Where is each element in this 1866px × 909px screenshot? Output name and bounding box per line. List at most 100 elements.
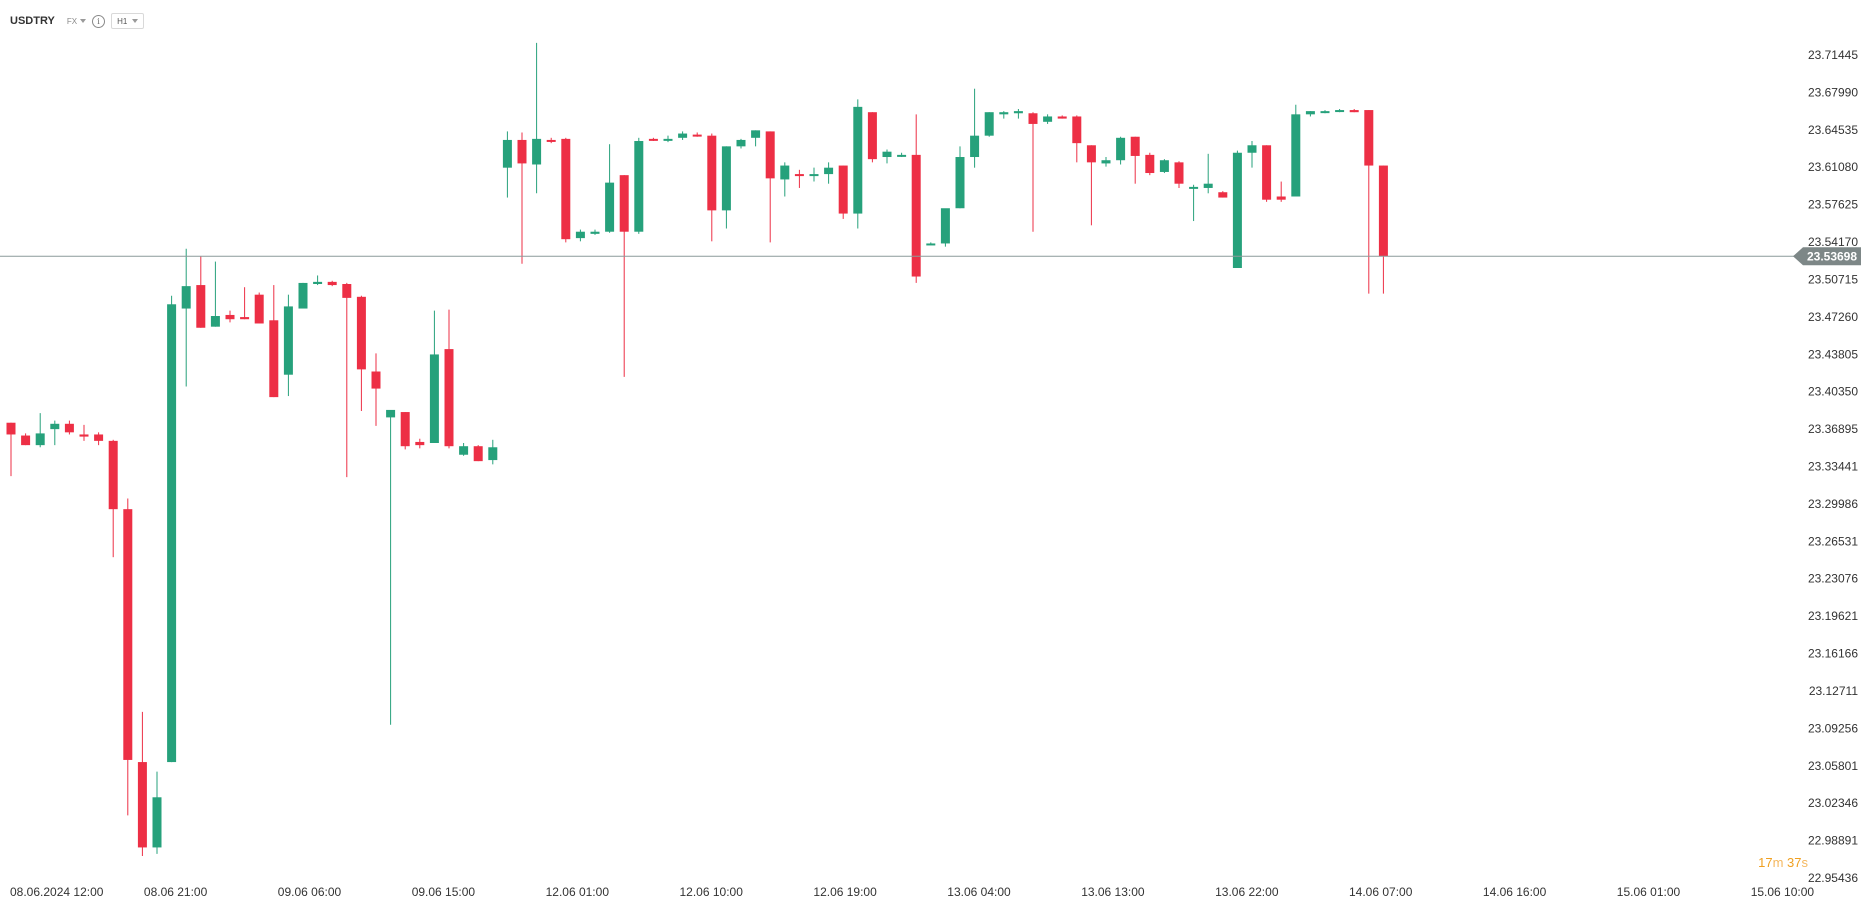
candle-body <box>517 139 527 164</box>
current-price-layer: 23.53698 <box>0 247 1861 266</box>
candle <box>707 133 717 242</box>
candle <box>1232 150 1242 268</box>
candle-body <box>634 141 644 232</box>
candle <box>546 137 556 144</box>
candle-body <box>955 157 965 209</box>
candle-body <box>999 112 1009 115</box>
candle-body <box>1320 111 1330 114</box>
candle-body <box>50 423 60 430</box>
time-tick-label: 13.06 13:00 <box>1081 885 1145 899</box>
price-tick-label: 23.05801 <box>1808 759 1858 773</box>
candle-body <box>283 306 293 375</box>
candle <box>838 165 848 219</box>
countdown-minutes: 17 <box>1758 855 1773 870</box>
candle <box>794 169 804 188</box>
candle <box>1378 165 1388 294</box>
candle <box>210 261 220 327</box>
chevron-down-icon <box>132 19 139 23</box>
candle-body <box>575 231 585 239</box>
time-tick-label: 15.06 01:00 <box>1617 885 1681 899</box>
candle <box>692 132 702 137</box>
time-tick-label: 09.06 06:00 <box>278 885 342 899</box>
candle <box>926 242 936 246</box>
candle <box>1101 157 1111 167</box>
time-tick-label: 08.06.2024 12:00 <box>10 885 104 899</box>
candle-body <box>502 139 512 168</box>
instrument-symbol[interactable]: USDTRY <box>10 15 55 27</box>
candle-body <box>532 138 542 165</box>
candle-body <box>1086 145 1096 163</box>
candle-body <box>327 281 337 286</box>
candle-body <box>1072 116 1082 144</box>
time-tick-label: 12.06 10:00 <box>680 885 744 899</box>
candle <box>955 146 965 209</box>
candle-body <box>911 154 921 277</box>
candle-body <box>809 174 819 177</box>
candle <box>473 445 483 462</box>
timeframe-dropdown[interactable]: H1 <box>111 13 145 29</box>
candle-body <box>1130 136 1140 156</box>
candle <box>619 175 629 377</box>
candle-body <box>429 354 439 444</box>
price-tick-label: 23.47260 <box>1808 310 1858 324</box>
candle-body <box>152 797 162 848</box>
candle-body <box>196 285 206 328</box>
countdown-seconds-unit: s <box>1801 855 1809 870</box>
candle <box>984 112 994 137</box>
candle-body <box>736 139 746 147</box>
candle-body <box>1305 111 1315 115</box>
price-tick-label: 23.02346 <box>1808 796 1858 810</box>
candle <box>853 99 863 229</box>
market-type-dropdown[interactable]: FX <box>67 17 87 26</box>
candle <box>298 282 308 309</box>
price-tick-label: 23.71445 <box>1808 48 1858 62</box>
candle-countdown: 17m 37s <box>1758 855 1808 870</box>
candle-body <box>1203 183 1213 188</box>
candle <box>678 131 688 140</box>
candle <box>1247 141 1257 168</box>
candle <box>897 152 907 158</box>
info-icon[interactable]: i <box>92 14 106 28</box>
candle <box>1262 145 1272 202</box>
price-tick-label: 23.09256 <box>1808 721 1858 735</box>
candle <box>64 420 74 435</box>
candle <box>415 438 425 449</box>
candle-body <box>342 284 352 298</box>
candle-body <box>35 433 45 446</box>
candle <box>1349 108 1359 113</box>
candle <box>269 285 279 398</box>
candle-body <box>1174 162 1184 184</box>
candle <box>108 439 118 558</box>
candle-body <box>459 446 469 455</box>
candle <box>371 353 381 426</box>
candle <box>970 88 980 168</box>
candle <box>1145 152 1155 176</box>
price-tick-label: 23.36895 <box>1808 422 1858 436</box>
candle <box>1072 115 1082 163</box>
candle-body <box>897 154 907 157</box>
candle-body <box>1189 186 1199 189</box>
candle-body <box>210 316 220 327</box>
candle-body <box>707 135 717 211</box>
candle <box>313 275 323 286</box>
price-tick-label: 23.54170 <box>1808 235 1858 249</box>
candle <box>1057 115 1067 119</box>
candle <box>6 422 16 477</box>
countdown-seconds: 37 <box>1787 855 1802 870</box>
candle-body <box>123 509 133 760</box>
candle <box>1028 112 1038 232</box>
price-tick-label: 23.67990 <box>1808 85 1858 99</box>
candle-body <box>64 423 74 433</box>
candle-body <box>79 434 89 437</box>
candle-body <box>269 320 279 398</box>
candle <box>35 413 45 448</box>
candle-body <box>926 243 936 246</box>
time-tick-label: 12.06 19:00 <box>813 885 877 899</box>
time-tick-label: 14.06 07:00 <box>1349 885 1413 899</box>
candle-body <box>1116 137 1126 161</box>
candle-body <box>794 174 804 177</box>
time-tick-label: 13.06 22:00 <box>1215 885 1279 899</box>
chart-toolbar: USDTRY FX i H1 <box>10 10 145 32</box>
time-tick-label: 13.06 04:00 <box>947 885 1011 899</box>
